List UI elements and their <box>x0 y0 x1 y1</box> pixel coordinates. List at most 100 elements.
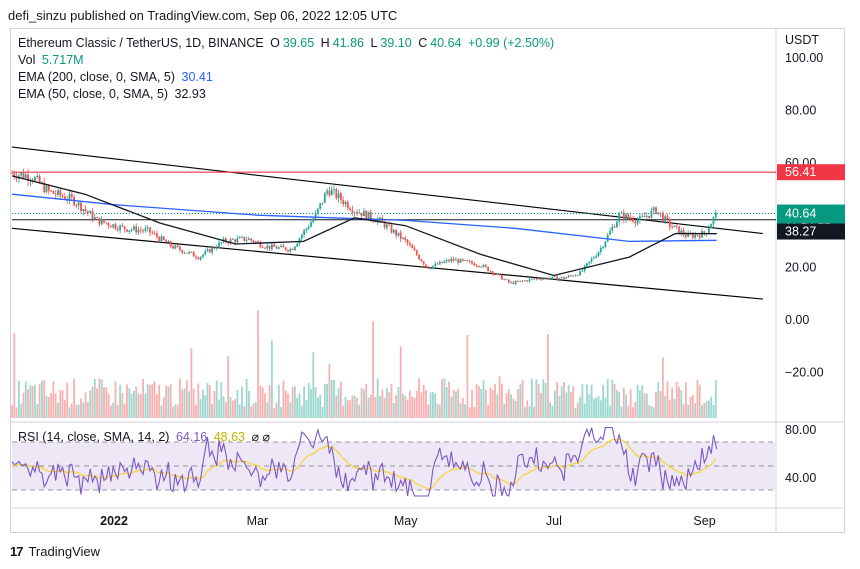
candle-body <box>576 275 579 277</box>
symbol-name[interactable]: Ethereum Classic / TetherUS, 1D, BINANCE <box>18 36 264 50</box>
volume-bar <box>512 398 515 418</box>
candle-body <box>524 280 526 282</box>
ema200-label: EMA (200, close, 0, SMA, 5) <box>18 70 176 84</box>
candle-body <box>452 258 455 261</box>
volume-bar <box>87 401 89 418</box>
ema50-legend[interactable]: EMA (50, close, 0, SMA, 5) 32.93 <box>18 87 209 101</box>
candle-body <box>636 220 639 224</box>
volume-bar <box>466 334 469 418</box>
volume-bar <box>296 397 299 418</box>
candle-body <box>165 239 167 243</box>
candle-body <box>558 278 561 280</box>
rsi-legend[interactable]: RSI (14, close, SMA, 14, 2) 64.16 48.63 … <box>18 429 273 444</box>
candle-body <box>287 250 289 252</box>
candle-body <box>496 273 499 275</box>
volume-bar <box>204 395 207 418</box>
volume-bar <box>457 388 460 418</box>
volume-label: Vol <box>18 53 36 67</box>
volume-bar <box>353 395 356 418</box>
candle-body <box>342 200 345 205</box>
candle-body <box>213 247 216 249</box>
candle-body <box>694 234 696 238</box>
volume-bar <box>41 380 43 418</box>
volume-bar <box>422 384 425 418</box>
candle-body <box>491 271 494 275</box>
candle-body <box>480 266 483 268</box>
candle-body <box>625 214 627 220</box>
last-price-label: 40.64 <box>785 207 816 221</box>
volume-bar <box>680 390 683 418</box>
volume-bar <box>455 391 457 418</box>
volume-bar <box>399 346 402 418</box>
candle-body <box>668 219 671 227</box>
volume-bar <box>105 387 108 418</box>
open-value: 39.65 <box>282 36 315 50</box>
symbol-legend[interactable]: Ethereum Classic / TetherUS, 1D, BINANCE… <box>18 36 557 50</box>
volume-bar <box>234 399 236 418</box>
price-axis-currency: USDT <box>785 33 819 47</box>
volume-bar <box>537 384 540 418</box>
candle-body <box>581 270 584 272</box>
volume-bar <box>126 384 128 418</box>
candle-body <box>590 258 593 262</box>
volume-bar <box>503 403 506 418</box>
volume-bar <box>24 381 27 418</box>
candle-body <box>544 277 547 279</box>
volume-bar <box>103 386 105 418</box>
candle-body <box>379 217 381 220</box>
volume-bar <box>89 390 92 418</box>
volume-bar <box>542 379 545 418</box>
volume-bar <box>195 404 197 418</box>
volume-bar <box>379 396 381 418</box>
volume-bar <box>418 378 420 418</box>
candle-body <box>606 234 609 242</box>
volume-bar <box>595 397 598 418</box>
chart-frame[interactable] <box>10 28 845 533</box>
volume-bar <box>261 387 264 418</box>
volume-bar <box>367 397 370 418</box>
volume-bar <box>664 395 667 418</box>
candle-body <box>310 222 312 227</box>
candle-body <box>142 230 144 232</box>
candle-body <box>229 239 232 244</box>
candle-body <box>323 193 326 203</box>
candle-body <box>519 280 522 282</box>
candle-body <box>406 239 409 244</box>
candle-body <box>521 280 524 282</box>
time-axis-label: Mar <box>247 514 269 528</box>
volume-bar <box>411 396 414 418</box>
volume-legend[interactable]: Vol 5.717M <box>18 53 87 67</box>
candle-body <box>119 225 121 231</box>
candle-body <box>675 225 678 227</box>
candle-body <box>429 268 432 270</box>
tradingview-logo-icon[interactable]: 17 <box>10 544 24 559</box>
volume-bar <box>238 404 241 418</box>
candle-body <box>397 232 400 236</box>
candle-body <box>482 264 485 267</box>
volume-bar <box>668 399 671 418</box>
support-price-label: 38.27 <box>785 225 816 239</box>
candle-body <box>167 241 170 243</box>
candle-body <box>192 251 195 257</box>
volume-bar <box>392 403 395 418</box>
brand-name[interactable]: TradingView <box>28 544 101 559</box>
volume-bar <box>280 407 282 418</box>
volume-bar <box>448 381 450 418</box>
candle-body <box>206 249 209 252</box>
candle-body <box>648 215 650 218</box>
ema200-legend[interactable]: EMA (200, close, 0, SMA, 5) 30.41 <box>18 70 216 84</box>
volume-bar <box>287 393 289 418</box>
volume-bar <box>714 379 717 418</box>
candle-body <box>162 236 165 240</box>
volume-bar <box>627 405 630 418</box>
ema200-line <box>11 193 717 243</box>
candle-body <box>319 203 322 209</box>
candle-body <box>20 172 23 176</box>
volume-bar <box>530 378 533 418</box>
candle-body <box>218 242 220 248</box>
rsi-label: RSI (14, close, SMA, 14, 2) <box>18 430 170 444</box>
candle-body <box>365 210 368 220</box>
volume-bar <box>464 404 466 418</box>
volume-bar <box>487 404 489 418</box>
